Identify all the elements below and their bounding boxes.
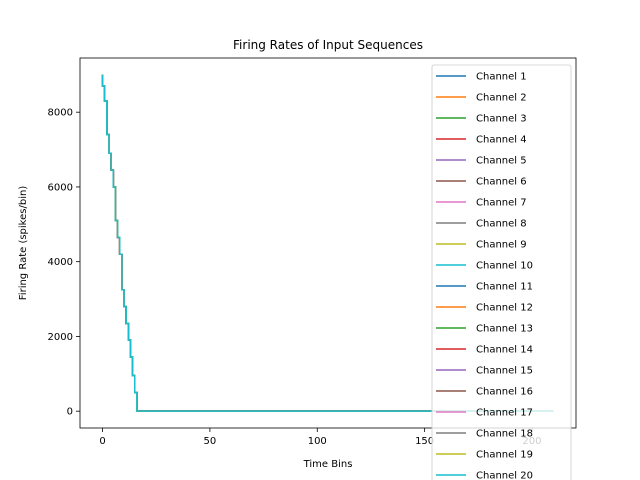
legend-label: Channel 2	[476, 93, 527, 104]
legend-label: Channel 20	[476, 471, 533, 480]
x-axis-label: Time Bins	[303, 459, 353, 470]
legend-label: Channel 11	[476, 282, 533, 293]
y-tick-label: 0	[67, 407, 73, 418]
legend-box	[431, 64, 572, 480]
x-tick-label: 0	[99, 436, 105, 447]
legend-label: Channel 16	[476, 387, 533, 398]
y-tick-label: 4000	[48, 257, 73, 268]
x-tick-label: 100	[308, 436, 327, 447]
legend-label: Channel 10	[476, 261, 533, 272]
y-tick-label: 2000	[48, 332, 73, 343]
legend-label: Channel 4	[476, 135, 527, 146]
y-tick-label: 8000	[48, 108, 73, 119]
legend-label: Channel 5	[476, 156, 527, 167]
x-tick-label: 150	[415, 436, 434, 447]
legend-label: Channel 13	[476, 324, 533, 335]
plot-lines	[101, 74, 554, 412]
y-axis-label: Firing Rate (spikes/bin)	[18, 186, 29, 301]
chart-title: Firing Rates of Input Sequences	[233, 38, 423, 52]
legend-label: Channel 18	[476, 429, 533, 440]
legend-label: Channel 17	[476, 408, 533, 419]
legend-label: Channel 3	[476, 114, 527, 125]
legend-label: Channel 8	[476, 219, 527, 230]
x-tick-label: 50	[204, 436, 217, 447]
legend-label: Channel 12	[476, 303, 533, 314]
series-line-channel-20	[101, 74, 554, 412]
legend-label: Channel 9	[476, 240, 527, 251]
legend-label: Channel 1	[476, 72, 527, 83]
legend-label: Channel 7	[476, 198, 527, 209]
legend-label: Channel 19	[476, 450, 533, 461]
axes-frame	[79, 57, 577, 429]
legend: Channel 1 Channel 2 Channel 3 Channel 4 Chan…	[431, 64, 572, 480]
y-tick-label: 6000	[48, 182, 73, 193]
legend-label: Channel 6	[476, 177, 527, 188]
legend-label: Channel 14	[476, 345, 533, 356]
legend-label: Channel 15	[476, 366, 533, 377]
y-axis-ticks: 0 2000 4000 6000 8000	[48, 108, 80, 418]
